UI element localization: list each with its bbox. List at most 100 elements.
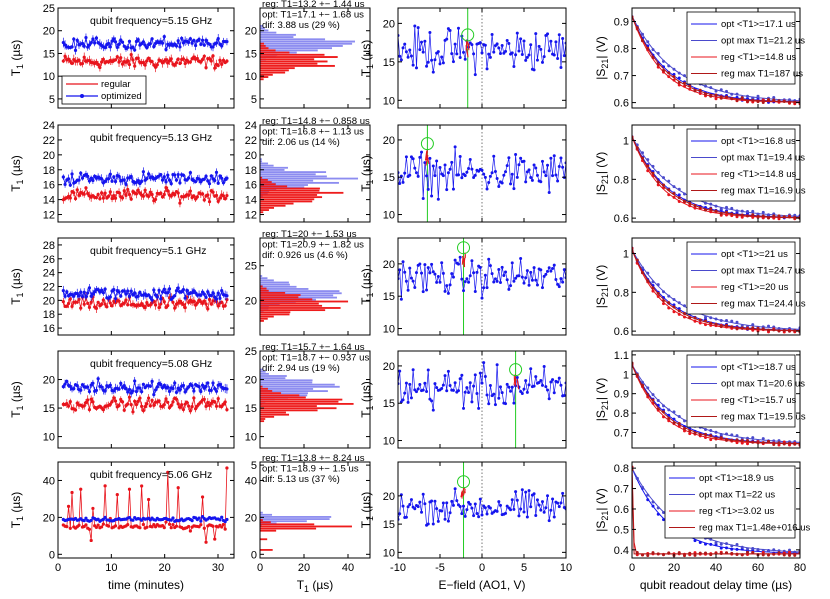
efield-point <box>426 368 430 372</box>
regular-point <box>204 66 208 70</box>
optimized-decay-point <box>725 205 728 209</box>
regular-marker-point <box>514 381 517 387</box>
fit-summary-text: dif: 2.06 us (14 %) <box>262 137 340 148</box>
optimized-histogram-bar <box>260 288 309 290</box>
legend-optimized-label: optimized <box>101 91 142 102</box>
regular-histogram-bar <box>260 385 263 388</box>
efield-point <box>559 383 563 387</box>
optimized-point <box>133 379 137 383</box>
optimized-point <box>199 42 203 47</box>
regular-point <box>117 190 121 195</box>
efield-point <box>525 390 529 394</box>
regular-point <box>127 395 132 399</box>
y-tick-label: 20 <box>43 375 55 387</box>
regular-point <box>73 197 78 201</box>
regular-decay-point <box>656 183 660 187</box>
optimized-point <box>110 179 114 183</box>
efield-point <box>485 187 489 191</box>
efield-point <box>505 164 509 168</box>
efield-point <box>514 53 518 57</box>
optimized-point <box>188 37 192 41</box>
efield-point <box>425 174 429 178</box>
efield-point <box>431 270 435 274</box>
regular-decay-point <box>667 193 671 197</box>
y-tick-label: 15 <box>383 519 395 531</box>
optimized-histogram-bar <box>260 390 328 393</box>
efield-point <box>488 174 492 178</box>
optimized-point <box>148 295 152 300</box>
optimized-point <box>185 288 189 293</box>
regular-point <box>61 300 65 304</box>
regular-decay-point <box>772 328 776 332</box>
efield-point <box>460 373 464 377</box>
regular-point <box>65 401 69 406</box>
efield-point <box>534 166 538 170</box>
optimized-decay-point <box>725 542 728 546</box>
optimized-histogram-bar <box>260 375 287 377</box>
regular-decay-point <box>662 302 665 306</box>
regular-point <box>150 60 154 64</box>
efield-point <box>420 150 424 154</box>
optimized-point <box>204 174 208 178</box>
regular-histogram-bar <box>260 390 273 392</box>
regular-decay-point <box>756 214 760 218</box>
optimized-decay-point <box>746 94 749 98</box>
regular-histogram-bar <box>260 298 313 301</box>
regular-point <box>207 57 212 61</box>
optimized-histogram-bar <box>260 38 326 41</box>
regular-point <box>204 540 208 544</box>
optimized-point <box>72 37 76 41</box>
efield-point <box>398 512 402 516</box>
efield-point <box>547 49 551 53</box>
regular-marker-point <box>425 150 428 161</box>
optimized-histogram-bar <box>260 381 313 384</box>
efield-point <box>559 501 563 505</box>
efield-point <box>534 32 538 36</box>
optimized-point <box>174 289 179 293</box>
optimized-point <box>100 385 104 389</box>
regular-histogram-bar <box>260 409 318 412</box>
efield-point <box>522 387 526 391</box>
regular-point <box>199 523 203 527</box>
regular-point <box>169 57 173 61</box>
regular-decay-point <box>635 550 639 554</box>
efield-point <box>430 499 434 503</box>
regular-decay-point <box>751 215 755 219</box>
regular-decay-point <box>709 94 713 98</box>
optimized-point <box>108 295 112 299</box>
optimized-point <box>213 386 217 391</box>
efield-point <box>403 171 407 175</box>
regular-decay-point <box>698 321 702 325</box>
regular-point <box>96 300 100 304</box>
opt-max-fit <box>632 467 800 553</box>
optimized-decay-point <box>751 547 755 551</box>
regular-point <box>207 297 212 302</box>
regular-point <box>100 525 104 529</box>
optimized-decay-point <box>662 518 665 522</box>
optimized-point <box>192 389 196 393</box>
regular-point <box>181 407 186 412</box>
regular-point <box>143 306 147 310</box>
efield-point <box>423 161 427 165</box>
regular-point <box>202 299 206 303</box>
optimized-point <box>101 291 105 295</box>
optimized-decay-point <box>672 67 676 71</box>
regular-point <box>188 529 192 533</box>
efield-point <box>497 46 501 50</box>
optimized-point <box>200 383 205 387</box>
optimized-point <box>169 518 173 522</box>
regular-histogram-bar <box>260 183 276 186</box>
efield-point <box>554 278 558 282</box>
efield-point <box>443 163 447 167</box>
regular-decay-point <box>709 321 713 325</box>
efield-point <box>520 391 524 395</box>
regular-point <box>126 303 130 307</box>
efield-point <box>463 390 467 394</box>
regular-point <box>169 526 173 530</box>
regular-point <box>120 62 125 66</box>
y-tick-label: 15 <box>383 291 395 303</box>
optimized-point <box>202 43 206 47</box>
efield-axes <box>397 237 567 336</box>
